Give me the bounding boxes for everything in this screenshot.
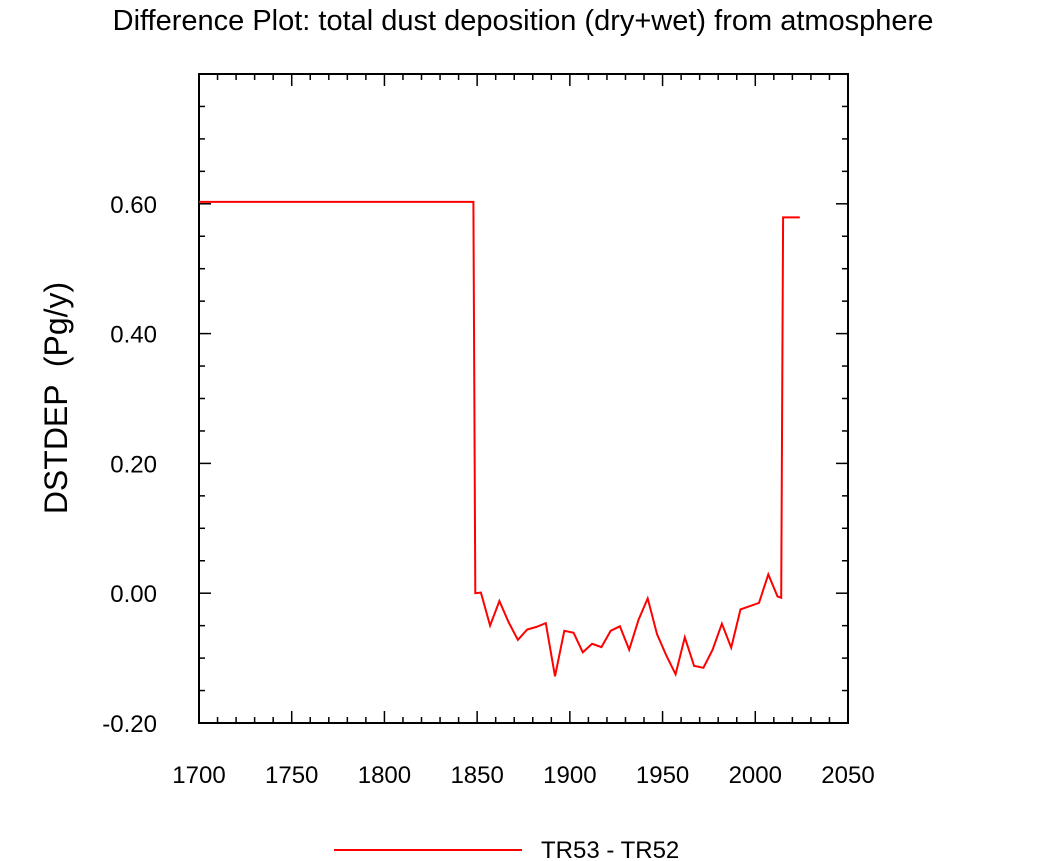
series-layer — [199, 200, 800, 678]
x-tick-label: 2000 — [729, 762, 782, 789]
y-tick-label: 0.40 — [110, 322, 157, 349]
x-tick-label: 1950 — [636, 762, 689, 789]
y-axis-title: DSTDEP (Pg/y) — [38, 282, 74, 514]
x-tick-label: 1700 — [172, 762, 225, 789]
y-tick-label: 0.20 — [110, 451, 157, 478]
x-tick-label: 2050 — [821, 762, 874, 789]
y-tick-labels: -0.20 0.00 0.20 0.40 0.60 — [102, 192, 157, 738]
plot-frame — [198, 73, 849, 724]
y-tick-label: 0.00 — [110, 581, 157, 608]
y-tick-label: -0.20 — [102, 711, 157, 738]
series-line — [199, 200, 800, 678]
x-tick-label: 1750 — [265, 762, 318, 789]
x-tick-label: 1850 — [450, 762, 503, 789]
axis-ticks — [198, 73, 849, 724]
x-tick-labels: 1700 1750 1800 1850 1900 1950 2000 2050 — [172, 762, 874, 789]
legend-label: TR53 - TR52 — [541, 837, 679, 861]
legend: TR53 - TR52 — [334, 837, 679, 861]
x-tick-label: 1900 — [543, 762, 596, 789]
chart-title: Difference Plot: total dust deposition (… — [113, 5, 934, 37]
x-tick-label: 1800 — [358, 762, 411, 789]
y-tick-label: 0.60 — [110, 192, 157, 219]
